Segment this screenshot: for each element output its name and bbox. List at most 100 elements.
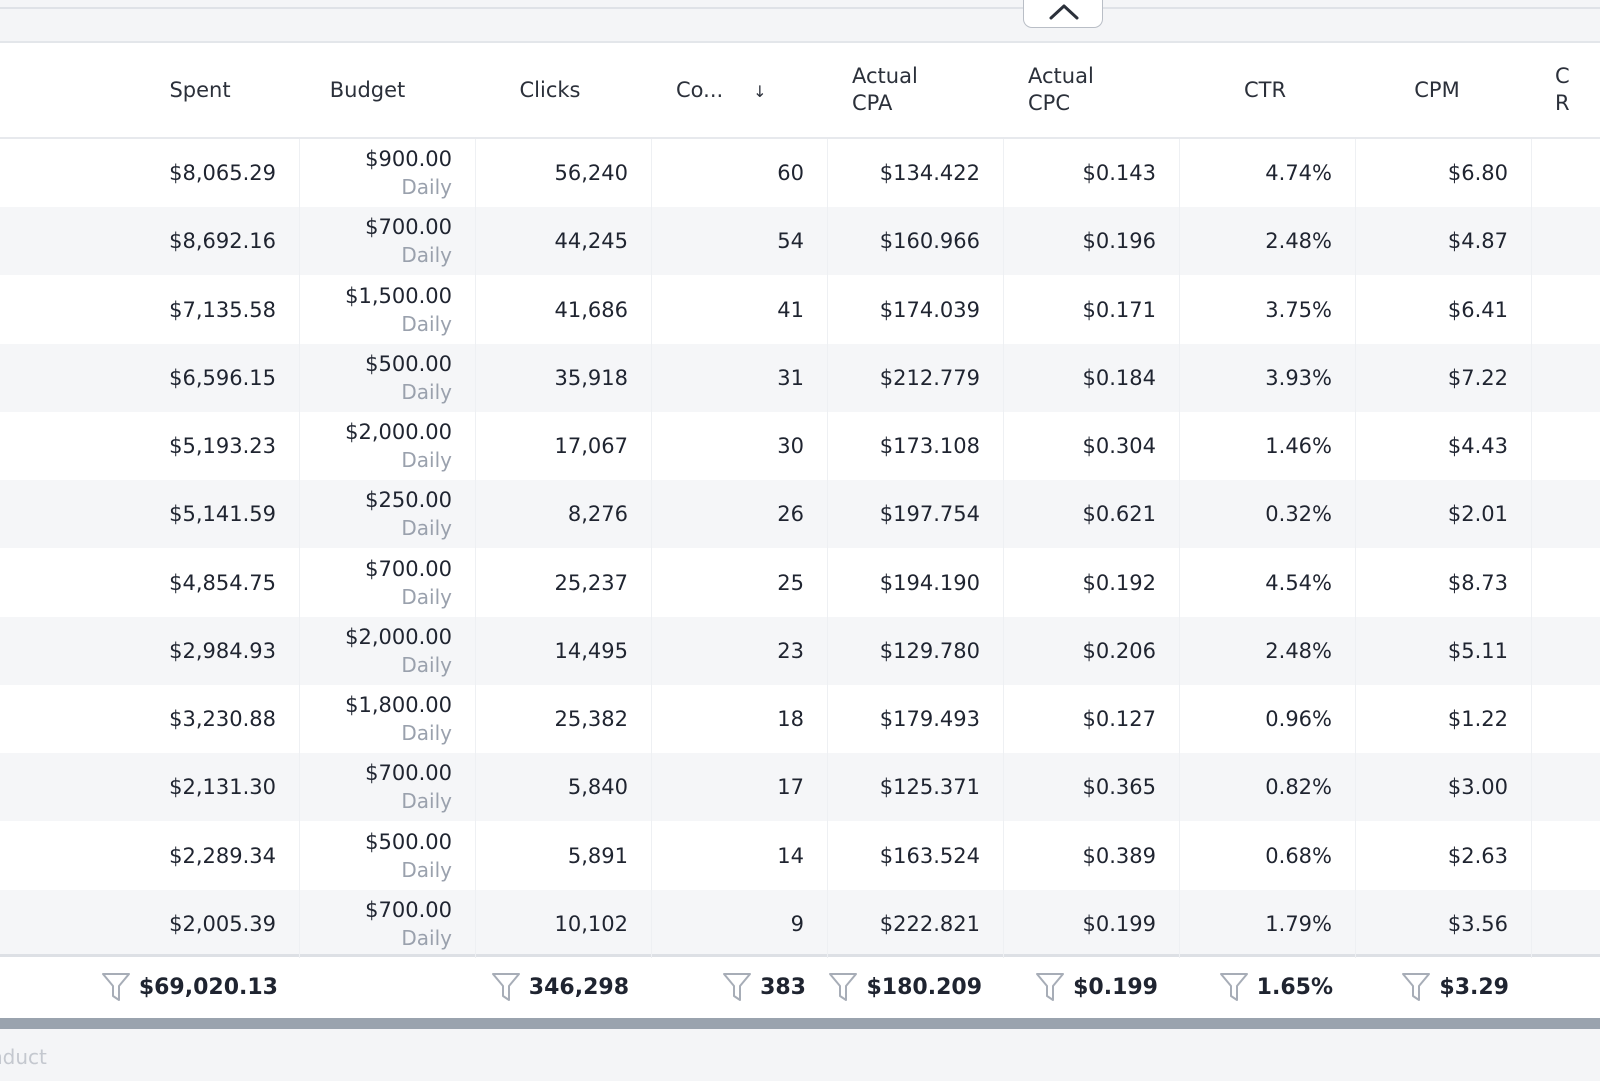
column-header-clicks[interactable]: Clicks <box>475 43 625 137</box>
cell-clicks: 41,686 <box>554 298 628 322</box>
cell-cpa: $179.493 <box>879 707 980 731</box>
cell-budget: $700.00 Daily <box>299 890 475 958</box>
cell-conversions: 9 <box>790 912 804 936</box>
column-header-conversions[interactable]: Co... ↓ <box>676 43 826 137</box>
cell-ctr: 4.54% <box>1265 571 1332 595</box>
column-header-ctr[interactable]: CTR <box>1190 43 1340 137</box>
table-row[interactable]: $4,854.75 $700.00 Daily 25,237 25 $194.190 $0.… <box>0 549 1600 617</box>
budget-type: Daily <box>401 448 452 472</box>
budget-type: Daily <box>401 380 452 404</box>
total-value: $0.199 <box>1073 974 1158 1000</box>
table-row[interactable]: $8,065.29 $900.00 Daily 56,240 60 $134.422 $0.… <box>0 139 1600 207</box>
column-divider <box>1531 139 1532 958</box>
filter-icon[interactable] <box>101 971 131 1003</box>
filter-icon[interactable] <box>491 971 521 1003</box>
cell-cpm: $6.41 <box>1447 298 1508 322</box>
cell-budget: $2,000.00 Daily <box>299 412 475 480</box>
budget-amount: $700.00 <box>365 557 452 581</box>
budget-type: Daily <box>401 516 452 540</box>
top-panel <box>0 0 1600 43</box>
table-row[interactable]: $5,193.23 $2,000.00 Daily 17,067 30 $173.108 $… <box>0 412 1600 480</box>
cell-clicks: 8,276 <box>567 502 628 526</box>
column-divider <box>651 139 652 958</box>
cell-spent: $7,135.58 <box>169 298 276 322</box>
table-row[interactable]: $2,984.93 $2,000.00 Daily 14,495 23 $129.780 $… <box>0 617 1600 685</box>
cell-spent: $2,289.34 <box>169 844 276 868</box>
table-header: Spent Budget Clicks Co... ↓ Actual CPA A… <box>0 43 1600 139</box>
cell-cpc: $0.365 <box>1082 775 1156 799</box>
cell-cpm: $4.87 <box>1447 229 1508 253</box>
budget-type: Daily <box>401 175 452 199</box>
budget-amount: $1,500.00 <box>345 284 452 308</box>
table-row[interactable]: $3,230.88 $1,800.00 Daily 25,382 18 $179.493 $… <box>0 685 1600 753</box>
cell-budget: $500.00 Daily <box>299 344 475 412</box>
cell-spent: $5,193.23 <box>169 434 276 458</box>
table-row[interactable]: $2,005.39 $700.00 Daily 10,102 9 $222.821 $0.1… <box>0 890 1600 958</box>
cell-cpm: $4.43 <box>1447 434 1508 458</box>
cell-ctr: 0.32% <box>1265 502 1332 526</box>
table-row[interactable]: $2,289.34 $500.00 Daily 5,891 14 $163.524 $0.3… <box>0 822 1600 890</box>
column-divider <box>475 139 476 958</box>
cell-clicks: 44,245 <box>554 229 628 253</box>
chevron-up-icon <box>1049 4 1079 20</box>
filter-icon[interactable] <box>1219 971 1249 1003</box>
cell-cpa: $197.754 <box>879 502 980 526</box>
column-header-partial[interactable]: C R <box>1555 43 1600 137</box>
cell-cpm: $6.80 <box>1447 161 1508 185</box>
arrow-down-icon[interactable]: ↓ <box>753 81 767 101</box>
table-row[interactable]: $5,141.59 $250.00 Daily 8,276 26 $197.754 $0.6… <box>0 480 1600 548</box>
total-spent: $69,020.13 <box>100 957 278 1017</box>
cell-cpa: $194.190 <box>879 571 980 595</box>
total-value: $69,020.13 <box>138 974 278 1000</box>
column-divider <box>1179 139 1180 958</box>
budget-type: Daily <box>401 926 452 950</box>
table-row[interactable]: $8,692.16 $700.00 Daily 44,245 54 $160.966 $0.… <box>0 207 1600 275</box>
cell-clicks: 56,240 <box>554 161 628 185</box>
column-header-actual-cpa[interactable]: Actual CPA <box>852 43 1002 137</box>
cell-cpa: $129.780 <box>879 639 980 663</box>
column-header-actual-cpc[interactable]: Actual CPC <box>1028 43 1178 137</box>
cell-cpc: $0.143 <box>1082 161 1156 185</box>
cell-conversions: 31 <box>777 366 804 390</box>
table-row[interactable]: $6,596.15 $500.00 Daily 35,918 31 $212.779 $0.… <box>0 344 1600 412</box>
column-header-cpm[interactable]: CPM <box>1362 43 1512 137</box>
cell-cpa: $174.039 <box>879 298 980 322</box>
total-value: 1.65% <box>1256 974 1333 1000</box>
cell-conversions: 25 <box>777 571 804 595</box>
collapse-panel-button[interactable] <box>1023 0 1103 28</box>
column-header-label: Co... <box>676 78 724 102</box>
cell-clicks: 14,495 <box>554 639 628 663</box>
cell-ctr: 4.74% <box>1265 161 1332 185</box>
total-actual-cpc: $0.199 <box>1002 957 1158 1017</box>
cell-conversions: 18 <box>777 707 804 731</box>
filter-icon[interactable] <box>1401 971 1431 1003</box>
cell-ctr: 3.93% <box>1265 366 1332 390</box>
column-header-label: CTR <box>1243 78 1287 102</box>
cell-conversions: 41 <box>777 298 804 322</box>
filter-icon[interactable] <box>828 971 858 1003</box>
cell-ctr: 0.82% <box>1265 775 1332 799</box>
cell-cpc: $0.171 <box>1082 298 1156 322</box>
filter-icon[interactable] <box>1035 971 1065 1003</box>
table-row[interactable]: $7,135.58 $1,500.00 Daily 41,686 41 $174.039 $… <box>0 276 1600 344</box>
cell-spent: $8,692.16 <box>169 229 276 253</box>
cell-cpm: $3.56 <box>1447 912 1508 936</box>
column-header-budget[interactable]: Budget <box>300 43 435 137</box>
cell-budget: $900.00 Daily <box>299 139 475 207</box>
cell-spent: $2,131.30 <box>169 775 276 799</box>
budget-amount: $250.00 <box>365 488 452 512</box>
cell-cpm: $8.73 <box>1447 571 1508 595</box>
cell-cpa: $173.108 <box>879 434 980 458</box>
partial-label: nduct <box>0 1045 47 1069</box>
horizontal-scrollbar[interactable] <box>0 1018 1600 1029</box>
table-row[interactable]: $2,131.30 $700.00 Daily 5,840 17 $125.371 $0.3… <box>0 753 1600 821</box>
filter-icon[interactable] <box>722 971 752 1003</box>
cell-conversions: 54 <box>777 229 804 253</box>
column-header-spent[interactable]: Spent <box>125 43 275 137</box>
budget-amount: $700.00 <box>365 761 452 785</box>
column-header-label: Clicks <box>519 78 581 102</box>
total-value: 383 <box>760 974 806 1000</box>
cell-budget: $1,800.00 Daily <box>299 685 475 753</box>
column-divider <box>299 139 300 958</box>
cell-conversions: 14 <box>777 844 804 868</box>
